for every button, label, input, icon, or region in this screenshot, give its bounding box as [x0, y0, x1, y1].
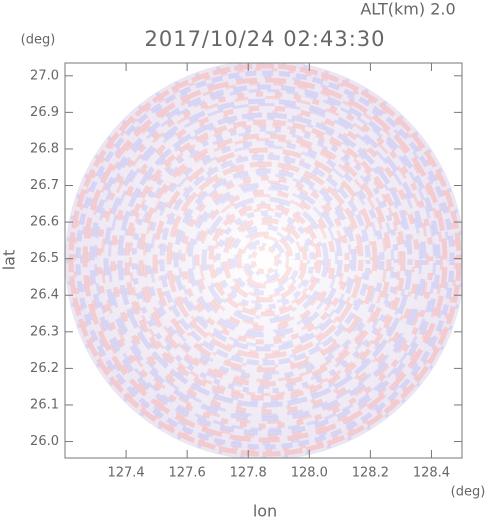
- texture-ring: [68, 63, 462, 457]
- y-axis-label: lat: [0, 250, 19, 271]
- texture-ring: [215, 210, 315, 310]
- texture-ring: [171, 166, 359, 354]
- texture-ring: [199, 194, 331, 326]
- texture-ring: [138, 133, 392, 387]
- x-tick-label: 128.2: [352, 466, 389, 481]
- radar-field: [65, 63, 462, 458]
- plot-frame: [64, 62, 463, 459]
- texture-ring: [201, 196, 329, 324]
- texture-ring: [236, 231, 294, 289]
- texture-ring: [227, 222, 303, 298]
- texture-ring: [89, 84, 441, 436]
- texture-ring: [82, 77, 448, 443]
- texture-ring: [229, 224, 301, 296]
- texture-ring: [164, 159, 366, 361]
- y-unit: (deg): [21, 33, 56, 48]
- chart-title: 2017/10/24 02:43:30: [144, 27, 385, 51]
- texture-ring: [117, 112, 413, 408]
- radar-texture: [66, 63, 462, 458]
- texture-ring: [103, 98, 427, 422]
- y-tick-label: 26.5: [30, 251, 59, 266]
- texture-ring: [159, 154, 371, 366]
- y-tick-label: 26.2: [30, 361, 59, 376]
- x-unit: (deg): [451, 485, 486, 500]
- y-tick-label: 26.6: [30, 215, 59, 230]
- texture-ring: [150, 145, 380, 375]
- texture-ring: [131, 126, 399, 394]
- texture-ring: [101, 96, 429, 424]
- x-tick-label: 127.4: [107, 466, 144, 481]
- texture-ring: [129, 124, 401, 396]
- y-tick-label: 26.8: [30, 141, 59, 156]
- texture-ring: [152, 147, 378, 373]
- texture-ring: [187, 182, 343, 338]
- texture-ring: [136, 131, 394, 389]
- texture-ring: [80, 75, 450, 445]
- texture-ring: [180, 175, 350, 345]
- y-tick-label: 26.9: [30, 105, 59, 120]
- altitude-label: ALT(km) 2.0: [360, 0, 455, 19]
- x-tick-label: 127.6: [169, 466, 206, 481]
- texture-ring: [96, 91, 434, 429]
- texture-ring: [75, 70, 455, 450]
- texture-ring: [213, 208, 317, 312]
- texture-ring: [145, 140, 385, 380]
- texture-ring: [124, 119, 406, 401]
- texture-ring: [241, 236, 289, 284]
- texture-ring: [110, 105, 420, 415]
- texture-ring: [115, 110, 415, 410]
- texture-ring: [234, 229, 296, 291]
- texture-ring: [248, 243, 282, 277]
- x-axis-label: lon: [253, 502, 277, 521]
- texture-ring: [157, 152, 373, 368]
- y-tick-label: 26.1: [30, 397, 59, 412]
- texture-ring: [87, 82, 443, 438]
- y-tick-label: 26.0: [30, 434, 59, 449]
- texture-ring: [194, 189, 336, 331]
- texture-ring: [178, 173, 352, 347]
- texture-ring: [208, 203, 322, 317]
- texture-ring: [143, 138, 387, 382]
- texture-ring: [173, 168, 357, 352]
- texture-ring: [206, 201, 324, 319]
- texture-ring: [192, 187, 338, 333]
- y-tick-label: 26.4: [30, 288, 59, 303]
- texture-ring: [73, 68, 457, 452]
- texture-ring: [166, 161, 364, 359]
- texture-ring: [250, 245, 280, 275]
- x-tick-label: 127.8: [230, 466, 267, 481]
- y-tick-label: 26.7: [30, 178, 59, 193]
- texture-ring: [220, 215, 310, 305]
- x-tick-label: 128.4: [413, 466, 450, 481]
- texture-ring: [222, 217, 308, 303]
- x-tick-label: 128.0: [291, 466, 328, 481]
- y-tick-label: 26.3: [30, 324, 59, 339]
- texture-ring: [108, 103, 422, 417]
- y-tick-label: 27.0: [30, 68, 59, 83]
